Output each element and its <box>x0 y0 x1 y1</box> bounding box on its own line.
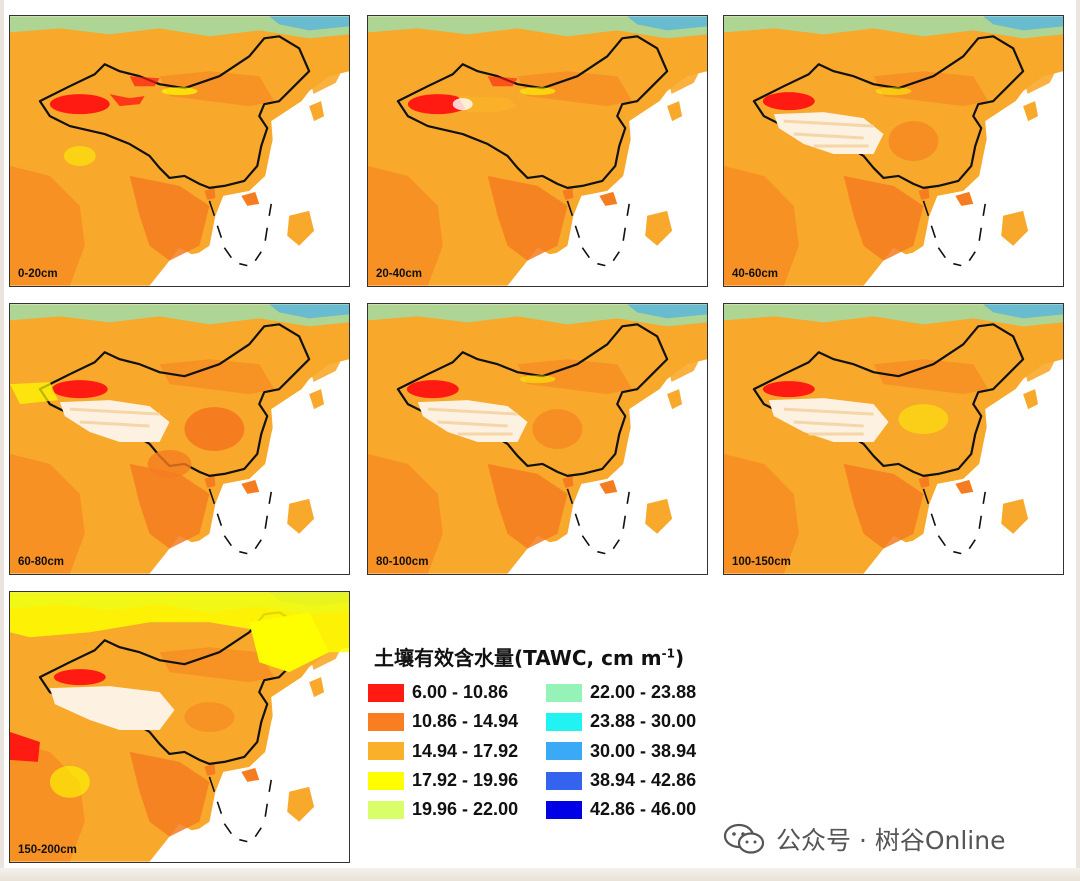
legend-range-label: 38.94 - 42.86 <box>590 770 697 791</box>
legend-item: 38.94 - 42.86 <box>546 766 696 795</box>
map-panel-40-60cm: 40-60cm <box>723 15 1064 287</box>
depth-label: 60-80cm <box>18 556 65 568</box>
map-panel-100-150cm: 100-150cm <box>723 303 1064 575</box>
legend-swatch <box>368 800 404 819</box>
watermark-text: 公众号 · 树谷Online <box>776 826 1006 855</box>
legend-range-label: 10.86 - 14.94 <box>412 711 519 732</box>
tawc-map-100-150cm <box>724 304 1063 574</box>
legend-item: 6.00 - 10.86 <box>368 678 518 707</box>
legend-item: 42.86 - 46.00 <box>546 795 696 824</box>
legend-swatch <box>546 683 582 702</box>
legend-swatch <box>368 771 404 790</box>
legend-item: 17.92 - 19.96 <box>368 766 518 795</box>
legend-item: 30.00 - 38.94 <box>546 737 696 766</box>
depth-label: 100-150cm <box>732 556 791 568</box>
legend-title-main: 土壤有效含水量(TAWC, cm m <box>374 646 662 670</box>
legend-range-label: 30.00 - 38.94 <box>590 740 697 761</box>
watermark: 公众号 · 树谷Online <box>722 820 1005 858</box>
tawc-map-60-80cm <box>10 304 349 574</box>
bottom-text-strip <box>0 868 1080 881</box>
legend-range-label: 17.92 - 19.96 <box>412 770 519 791</box>
depth-label: 80-100cm <box>376 556 429 568</box>
map-panel-80-100cm: 80-100cm <box>367 303 708 575</box>
map-panel-0-20cm: 0-20cm <box>9 15 350 287</box>
tawc-map-40-60cm <box>724 16 1063 286</box>
legend-item: 19.96 - 22.00 <box>368 795 518 824</box>
legend-column-left: 6.00 - 10.86 10.86 - 14.94 14.94 - 17.92 17… <box>368 678 518 824</box>
legend-title: 土壤有效含水量(TAWC, cm m-1) <box>374 642 684 671</box>
legend: 土壤有效含水量(TAWC, cm m-1) 6.00 - 10.86 10.86 … <box>368 642 708 822</box>
tawc-map-0-20cm <box>10 16 349 286</box>
legend-title-superscript: -1 <box>661 646 675 661</box>
tawc-map-80-100cm <box>368 304 707 574</box>
legend-column-right: 22.00 - 23.88 23.88 - 30.00 30.00 - 38.94 3… <box>546 678 696 824</box>
legend-range-label: 19.96 - 22.00 <box>412 799 519 820</box>
legend-item: 14.94 - 17.92 <box>368 737 518 766</box>
map-panel-20-40cm: 20-40cm <box>367 15 708 287</box>
map-panel-60-80cm: 60-80cm <box>9 303 350 575</box>
depth-label: 0-20cm <box>18 268 58 280</box>
legend-range-label: 42.86 - 46.00 <box>590 799 697 820</box>
wechat-icon <box>723 823 765 854</box>
legend-swatch <box>368 742 404 761</box>
map-panel-150-200cm: 150-200cm <box>9 591 350 863</box>
frame-edge-right <box>1076 0 1080 881</box>
legend-range-label: 6.00 - 10.86 <box>412 682 509 703</box>
legend-swatch <box>546 800 582 819</box>
legend-range-label: 22.00 - 23.88 <box>590 682 697 703</box>
depth-label: 40-60cm <box>732 268 779 280</box>
legend-swatch <box>368 683 404 702</box>
legend-swatch <box>546 712 582 731</box>
tawc-map-20-40cm <box>368 16 707 286</box>
legend-swatch <box>546 742 582 761</box>
legend-swatch <box>546 771 582 790</box>
legend-range-label: 14.94 - 17.92 <box>412 740 519 761</box>
legend-title-end: ) <box>674 646 685 670</box>
frame-edge-left <box>0 0 4 881</box>
depth-label: 20-40cm <box>376 268 423 280</box>
legend-swatch <box>368 712 404 731</box>
legend-range-label: 23.88 - 30.00 <box>590 711 697 732</box>
legend-item: 10.86 - 14.94 <box>368 707 518 736</box>
tawc-map-150-200cm <box>10 592 349 862</box>
legend-item: 23.88 - 30.00 <box>546 707 696 736</box>
legend-item: 22.00 - 23.88 <box>546 678 696 707</box>
depth-label: 150-200cm <box>18 844 77 856</box>
